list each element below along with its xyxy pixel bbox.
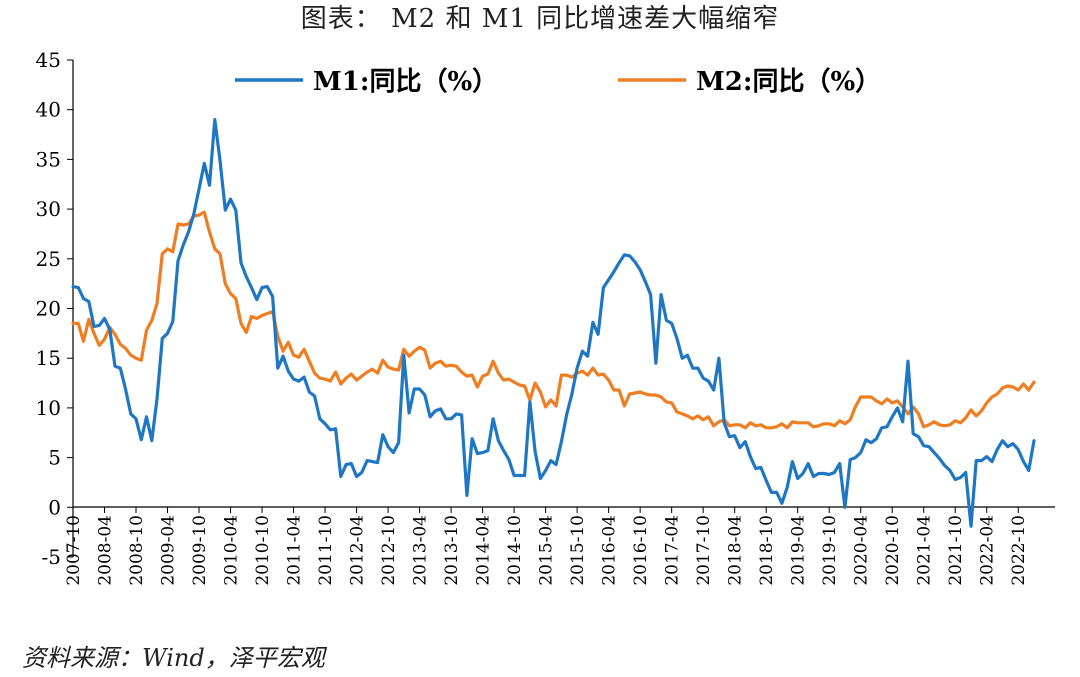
x-tick-label: 2017-10 [694, 515, 714, 586]
y-tick-label: 45 [36, 48, 61, 72]
x-axis-ticks: 2007-10 2008-04 2008-10 2009-04 2009-10 2010-… [64, 507, 1029, 586]
chart-axes [72, 60, 1055, 557]
x-tick-label: 2015-04 [537, 515, 557, 586]
x-tick-label: 2021-10 [946, 515, 966, 586]
y-tick-label: 10 [36, 396, 61, 420]
y-tick-label: 20 [36, 297, 61, 321]
y-axis-ticks: -5 0 5 10 15 20 25 30 35 40 45 [36, 48, 73, 569]
x-tick-label: 2022-04 [978, 515, 998, 586]
y-tick-label: -5 [42, 545, 61, 569]
x-tick-label: 2009-10 [190, 515, 210, 586]
series-line [71, 117, 1036, 528]
x-tick-label: 2011-10 [316, 515, 336, 586]
x-tick-label: 2020-10 [883, 515, 903, 586]
y-tick-label: 35 [36, 147, 61, 171]
x-tick-label: 2007-10 [64, 515, 84, 586]
chart-series [71, 117, 1036, 528]
x-tick-label: 2021-04 [915, 515, 935, 586]
y-tick-label: 30 [36, 197, 61, 221]
x-tick-label: 2022-10 [1009, 515, 1029, 586]
line-chart: -5 0 5 10 15 20 25 30 35 40 45 2007-10 2008-04 2008-… [36, 48, 1055, 586]
x-tick-label: 2019-04 [789, 515, 809, 586]
legend-label: M1:同比（%） [313, 67, 498, 97]
x-tick-label: 2013-04 [411, 515, 431, 586]
series-line [71, 210, 1036, 430]
x-tick-label: 2010-04 [222, 515, 242, 586]
x-tick-label: 2008-04 [96, 515, 116, 586]
x-tick-label: 2012-04 [348, 515, 368, 586]
y-tick-label: 5 [48, 446, 61, 470]
x-tick-label: 2012-10 [379, 515, 399, 586]
x-tick-label: 2010-10 [253, 515, 273, 586]
source-note: 资料来源：Wind，泽平宏观 [22, 644, 325, 672]
x-tick-label: 2009-04 [159, 515, 179, 586]
y-tick-label: 0 [48, 495, 61, 519]
x-tick-label: 2019-10 [820, 515, 840, 586]
x-tick-label: 2014-04 [474, 515, 494, 586]
x-tick-label: 2011-04 [285, 515, 305, 586]
x-tick-label: 2013-10 [442, 515, 462, 586]
y-tick-label: 40 [36, 98, 61, 122]
x-tick-label: 2016-04 [600, 515, 620, 586]
x-tick-label: 2015-10 [568, 515, 588, 586]
y-tick-label: 15 [36, 346, 61, 370]
x-tick-label: 2018-04 [726, 515, 746, 586]
x-tick-label: 2014-10 [505, 515, 525, 586]
y-tick-label: 25 [36, 247, 61, 271]
chart-legend: M1:同比（%） M2:同比（%） [235, 67, 881, 97]
legend-label: M2:同比（%） [696, 67, 881, 97]
x-tick-label: 2020-04 [852, 515, 872, 586]
x-tick-label: 2016-10 [631, 515, 651, 586]
x-tick-label: 2018-10 [757, 515, 777, 586]
x-tick-label: 2008-10 [127, 515, 147, 586]
x-tick-label: 2017-04 [663, 515, 683, 586]
chart-title: 图表： M2 和 M1 同比增速差大幅缩窄 [300, 4, 780, 34]
